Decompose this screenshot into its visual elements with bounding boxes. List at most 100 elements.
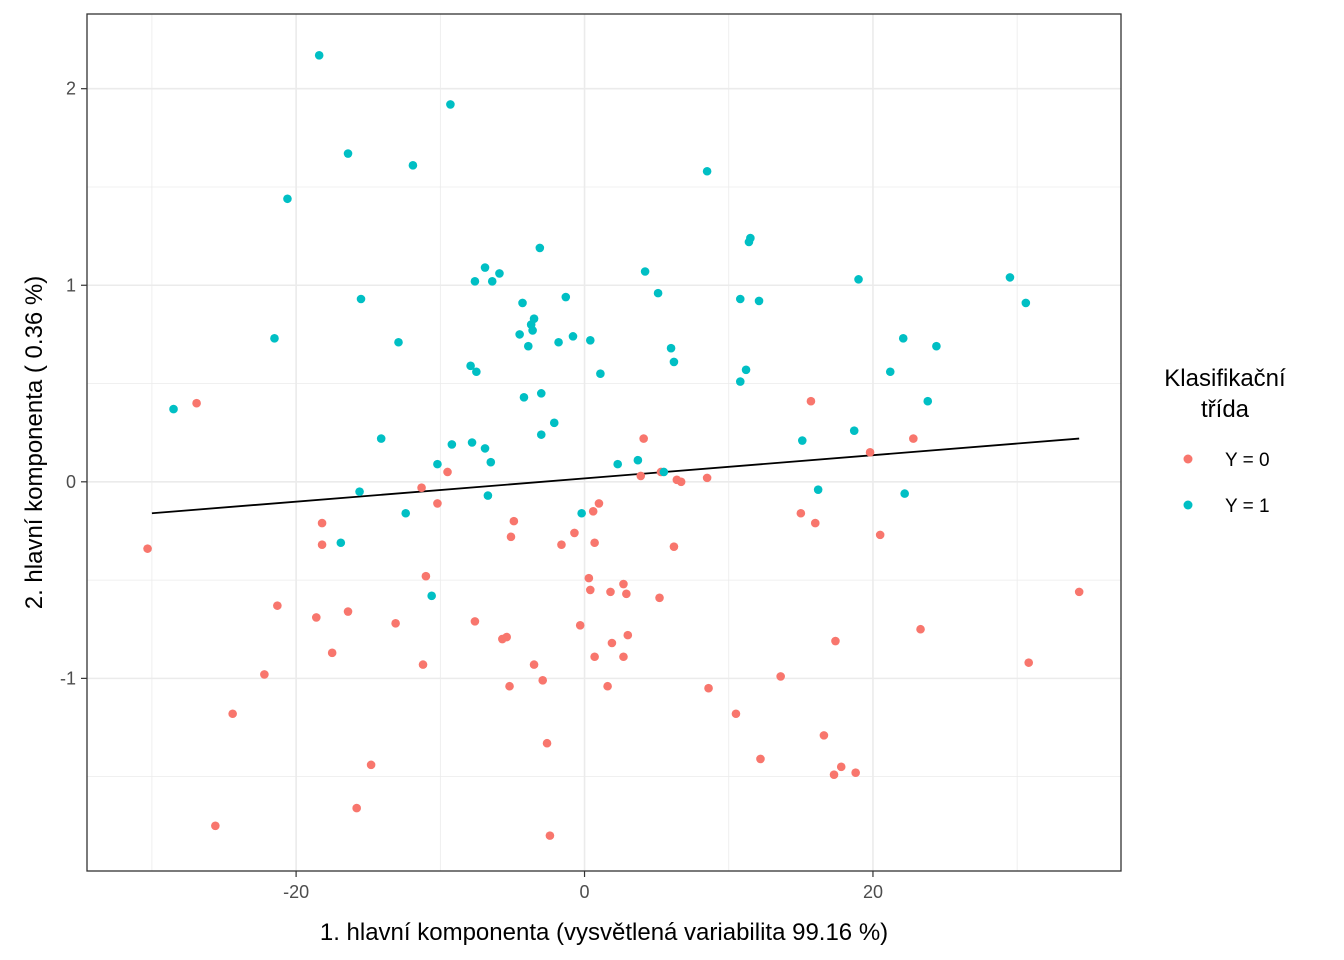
data-point-y1 xyxy=(702,166,712,176)
data-point-y1 xyxy=(447,440,457,449)
data-point-y0 xyxy=(655,593,664,603)
data-point-y1 xyxy=(487,277,497,286)
data-point-y0 xyxy=(557,540,566,550)
data-point-y1 xyxy=(741,365,751,375)
data-point-y1 xyxy=(885,367,895,377)
x-axis-ticks: -20 0 20 xyxy=(283,871,883,902)
data-points xyxy=(143,50,1084,840)
data-point-y1 xyxy=(446,100,455,109)
data-point-y1 xyxy=(427,591,436,601)
data-point-y0 xyxy=(603,681,612,691)
data-point-y1 xyxy=(568,332,578,341)
data-point-y0 xyxy=(418,660,428,669)
data-point-y1 xyxy=(529,314,539,323)
data-point-y1 xyxy=(356,294,366,304)
data-point-y0 xyxy=(606,587,615,597)
data-point-y0 xyxy=(417,483,426,493)
panel-border xyxy=(86,13,1122,872)
data-point-y0 xyxy=(192,398,201,408)
data-point-y0 xyxy=(542,738,552,748)
data-point-y1 xyxy=(666,343,676,353)
data-point-y1 xyxy=(433,459,442,469)
data-point-y0 xyxy=(343,607,353,616)
data-point-y0 xyxy=(756,754,765,764)
data-point-y0 xyxy=(211,821,220,831)
data-point-y1 xyxy=(467,438,477,447)
data-point-y0 xyxy=(228,709,237,719)
data-point-y0 xyxy=(669,542,679,551)
data-point-y1 xyxy=(854,275,863,284)
data-point-y1 xyxy=(472,367,481,377)
y-tick-label: -1 xyxy=(60,668,76,688)
data-point-y0 xyxy=(636,471,646,481)
data-point-y0 xyxy=(273,601,282,610)
x-tick-label: -20 xyxy=(283,882,309,902)
data-point-y1 xyxy=(394,337,403,347)
data-point-y0 xyxy=(317,540,327,550)
data-point-y0 xyxy=(391,619,400,628)
legend-key-y1 xyxy=(1183,500,1193,510)
legend-label-y0: Y = 0 xyxy=(1225,450,1270,471)
data-point-y1 xyxy=(735,377,745,386)
data-point-y1 xyxy=(480,263,490,272)
legend-title-line-2: třída xyxy=(1201,396,1250,423)
data-point-y0 xyxy=(470,617,480,626)
data-point-y0 xyxy=(538,676,548,685)
data-point-y0 xyxy=(702,473,712,483)
data-point-y0 xyxy=(639,434,648,443)
data-point-y0 xyxy=(731,709,741,719)
data-point-y0 xyxy=(433,499,442,508)
data-point-y1 xyxy=(536,430,546,439)
data-point-y1 xyxy=(480,444,490,453)
data-point-y0 xyxy=(831,636,840,646)
data-point-y0 xyxy=(676,477,686,487)
x-tick-label: 20 xyxy=(863,882,883,902)
data-point-y0 xyxy=(1074,587,1084,597)
data-point-y0 xyxy=(623,630,633,640)
data-point-y0 xyxy=(529,660,539,669)
data-point-y0 xyxy=(836,762,846,772)
data-point-y0 xyxy=(819,731,829,740)
data-point-y0 xyxy=(502,632,511,642)
data-point-y0 xyxy=(352,803,361,813)
data-point-y1 xyxy=(613,459,623,469)
data-point-y1 xyxy=(653,288,663,298)
legend: Klasifikační třída Y = 0 Y = 1 xyxy=(1164,365,1286,517)
data-point-y1 xyxy=(640,267,650,276)
y-axis-title: 2. hlavní komponenta ( 0.36 %) xyxy=(21,276,48,610)
data-point-y1 xyxy=(408,161,418,170)
legend-key-y0 xyxy=(1183,454,1193,464)
data-point-y1 xyxy=(169,404,178,414)
data-point-y1 xyxy=(659,467,669,477)
data-point-y0 xyxy=(875,530,885,540)
data-point-y1 xyxy=(376,434,386,443)
data-point-y1 xyxy=(898,334,908,343)
data-point-y1 xyxy=(633,455,643,465)
data-point-y0 xyxy=(505,681,514,691)
data-point-y0 xyxy=(619,652,628,662)
data-point-y0 xyxy=(607,638,617,648)
data-point-y1 xyxy=(523,341,533,351)
data-point-y1 xyxy=(813,485,823,494)
data-point-y0 xyxy=(865,448,875,457)
legend-title-line-1: Klasifikační xyxy=(1164,365,1286,392)
data-point-y0 xyxy=(260,670,269,679)
data-point-y1 xyxy=(515,330,524,339)
data-point-y0 xyxy=(570,528,579,538)
data-point-y0 xyxy=(327,648,337,658)
data-point-y1 xyxy=(536,389,546,398)
data-point-y0 xyxy=(443,467,452,477)
data-point-y0 xyxy=(704,683,713,693)
data-point-y1 xyxy=(554,337,563,347)
data-point-y1 xyxy=(518,298,527,308)
x-tick-label: 0 xyxy=(580,882,590,902)
data-point-y0 xyxy=(916,624,925,634)
data-point-y0 xyxy=(506,532,516,542)
data-point-y1 xyxy=(797,436,807,445)
data-point-y0 xyxy=(311,613,321,622)
data-point-y0 xyxy=(590,652,599,662)
data-point-y0 xyxy=(806,396,816,406)
y-tick-label: 1 xyxy=(66,275,76,295)
data-point-y0 xyxy=(851,768,860,778)
data-point-y1 xyxy=(849,426,859,436)
